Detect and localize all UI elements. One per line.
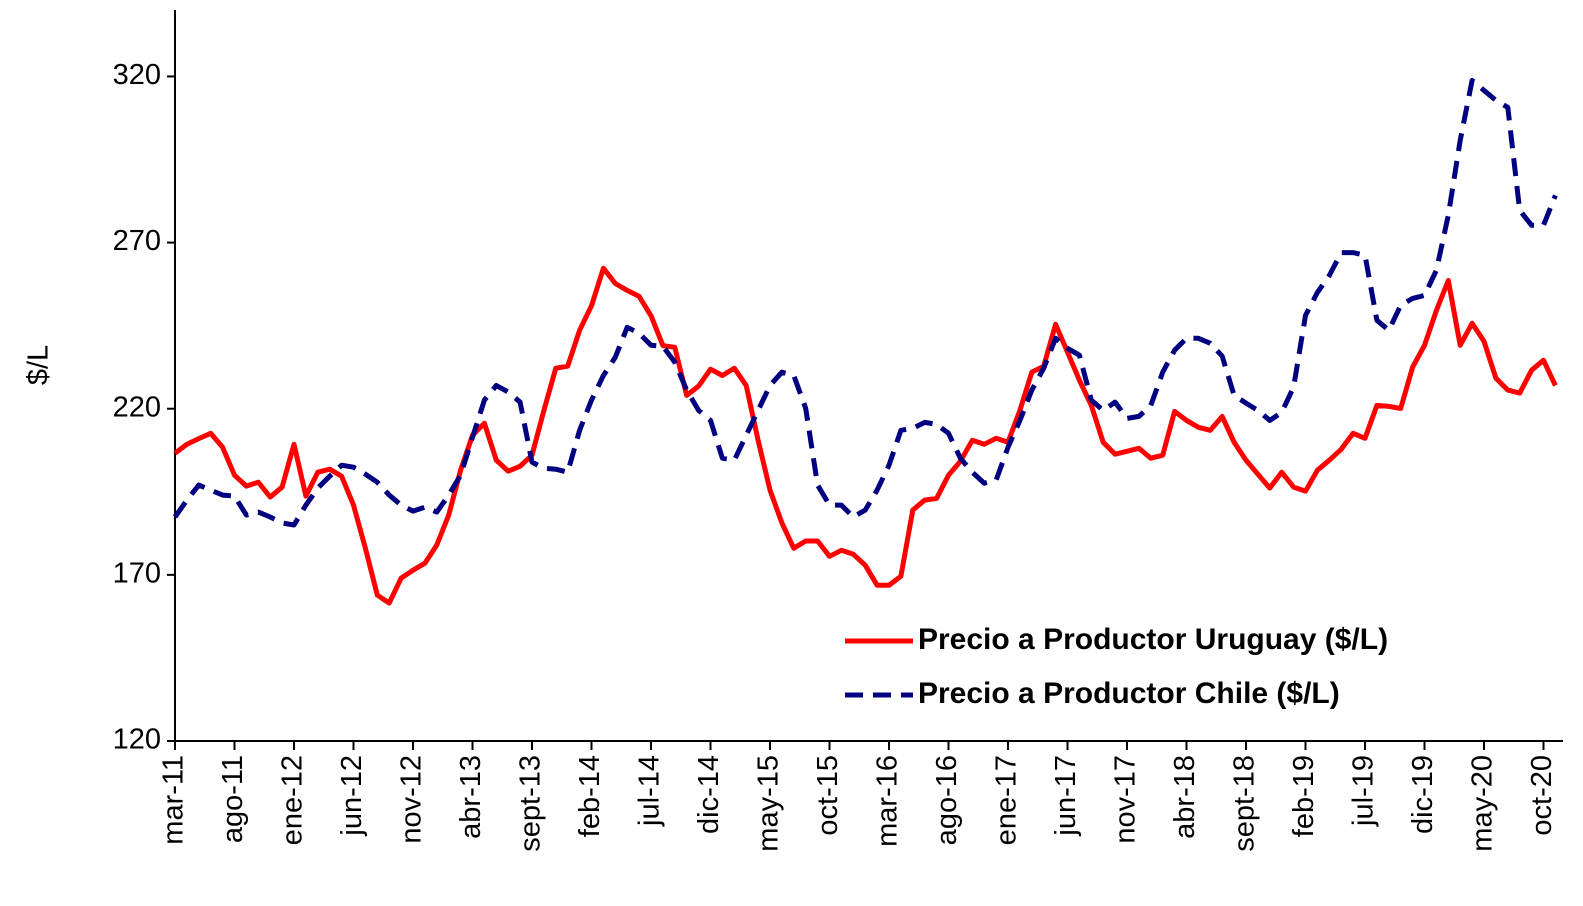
x-tick-label: jul-19 xyxy=(1348,755,1380,827)
x-tick-label: ago-11 xyxy=(217,755,249,843)
y-tick-label: 220 xyxy=(113,391,161,423)
x-tick-label: jun-17 xyxy=(1050,755,1082,837)
y-axis-label: $/L xyxy=(23,345,55,385)
x-tick-label: nov-12 xyxy=(396,755,428,844)
x-tick-label: mar-11 xyxy=(158,755,190,845)
x-tick-label: feb-14 xyxy=(574,755,606,837)
x-tick-label: nov-17 xyxy=(1110,755,1142,844)
x-tick-label: ago-16 xyxy=(931,755,963,845)
x-tick-label: abr-18 xyxy=(1169,755,1201,839)
y-tick-label: 320 xyxy=(113,59,161,91)
series-line xyxy=(173,265,1558,606)
x-tick-label: ene-17 xyxy=(991,755,1023,845)
legend-label: Precio a Productor Chile ($/L) xyxy=(918,677,1340,710)
y-tick-label: 170 xyxy=(113,558,161,590)
x-tick-label: oct-20 xyxy=(1526,755,1558,836)
x-tick-label: sept-18 xyxy=(1229,755,1261,852)
x-tick-label: may-20 xyxy=(1467,755,1499,852)
x-tick-label: dic-19 xyxy=(1407,755,1439,834)
x-tick-label: abr-13 xyxy=(455,755,487,839)
y-tick-label: 120 xyxy=(113,724,161,756)
x-tick-label: mar-16 xyxy=(872,755,904,847)
x-tick-label: oct-15 xyxy=(812,755,844,836)
series-line xyxy=(172,77,1558,528)
legend-label: Precio a Productor Uruguay ($/L) xyxy=(918,623,1388,656)
x-tick-label: sept-13 xyxy=(515,755,547,852)
y-tick-label: 270 xyxy=(113,225,161,257)
x-tick-label: ene-12 xyxy=(277,755,309,845)
x-tick-label: dic-14 xyxy=(693,755,725,834)
x-tick-label: feb-19 xyxy=(1288,755,1320,837)
x-tick-label: jun-12 xyxy=(336,755,368,837)
x-tick-label: jul-14 xyxy=(634,755,666,827)
x-tick-label: may-15 xyxy=(753,755,785,852)
